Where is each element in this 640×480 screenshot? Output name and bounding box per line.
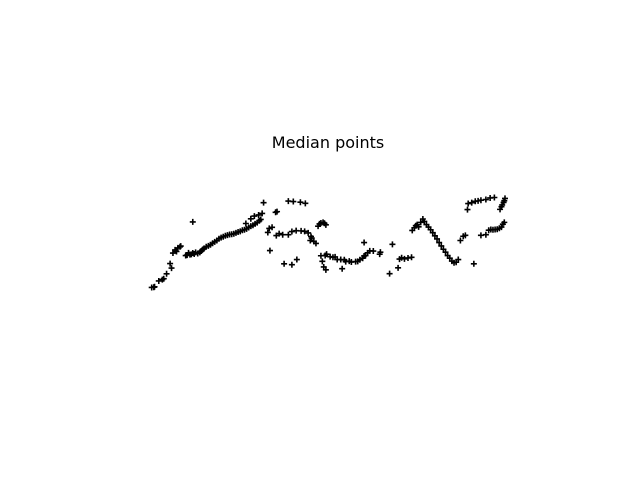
data-point bbox=[151, 283, 158, 290]
data-point bbox=[455, 256, 462, 263]
data-point bbox=[301, 228, 308, 235]
data-point bbox=[442, 249, 449, 256]
data-point bbox=[163, 270, 170, 277]
data-point bbox=[421, 218, 428, 225]
data-point bbox=[160, 275, 167, 282]
data-point bbox=[431, 232, 438, 239]
data-point bbox=[177, 243, 184, 250]
data-point bbox=[482, 231, 489, 238]
data-point bbox=[415, 223, 422, 230]
data-point bbox=[251, 213, 258, 220]
data-point bbox=[322, 252, 329, 259]
data-point bbox=[377, 249, 384, 256]
data-point bbox=[464, 206, 471, 213]
data-point bbox=[259, 210, 266, 217]
data-point bbox=[266, 247, 273, 254]
data-point bbox=[290, 198, 297, 205]
data-point bbox=[312, 240, 319, 247]
data-point bbox=[274, 208, 281, 215]
data-point bbox=[457, 237, 464, 244]
data-point bbox=[361, 239, 368, 246]
data-point bbox=[401, 255, 408, 262]
scatter-points bbox=[148, 194, 508, 291]
data-point bbox=[302, 200, 309, 207]
data-point bbox=[242, 220, 249, 227]
data-point bbox=[260, 199, 267, 206]
data-point bbox=[247, 215, 254, 222]
data-point bbox=[417, 219, 424, 226]
data-point bbox=[269, 224, 276, 231]
data-point bbox=[462, 232, 469, 239]
data-point bbox=[389, 241, 396, 248]
data-point bbox=[264, 229, 271, 236]
data-point bbox=[168, 265, 175, 272]
data-point bbox=[482, 196, 489, 203]
data-point bbox=[465, 200, 472, 207]
data-point bbox=[276, 230, 283, 237]
data-point bbox=[470, 260, 477, 267]
data-point bbox=[288, 228, 295, 235]
data-point bbox=[257, 216, 264, 223]
data-point bbox=[285, 231, 292, 238]
data-point bbox=[173, 248, 180, 255]
data-point bbox=[279, 231, 286, 238]
data-point bbox=[293, 256, 300, 263]
data-point bbox=[319, 258, 326, 265]
data-point bbox=[169, 250, 176, 257]
data-point bbox=[502, 195, 508, 202]
data-point bbox=[155, 277, 162, 284]
data-point bbox=[398, 254, 405, 261]
data-point bbox=[491, 194, 498, 201]
data-point bbox=[429, 229, 436, 236]
data-point bbox=[339, 265, 346, 272]
data-point bbox=[434, 235, 441, 242]
data-point bbox=[468, 199, 475, 206]
data-point bbox=[322, 266, 329, 273]
data-point bbox=[438, 242, 445, 249]
data-point bbox=[436, 239, 443, 246]
data-point bbox=[288, 261, 295, 268]
data-point bbox=[386, 270, 393, 277]
data-point bbox=[167, 260, 174, 267]
data-point bbox=[370, 248, 377, 255]
data-point bbox=[408, 254, 415, 261]
data-point bbox=[307, 237, 314, 244]
data-point bbox=[189, 218, 196, 225]
data-point bbox=[255, 211, 262, 218]
data-point bbox=[395, 264, 402, 271]
data-point bbox=[501, 219, 508, 226]
data-point bbox=[305, 229, 312, 236]
data-point bbox=[297, 199, 304, 206]
chart-title: Median points bbox=[272, 133, 384, 152]
data-point bbox=[266, 225, 273, 232]
data-point bbox=[322, 221, 329, 228]
data-point bbox=[281, 260, 288, 267]
